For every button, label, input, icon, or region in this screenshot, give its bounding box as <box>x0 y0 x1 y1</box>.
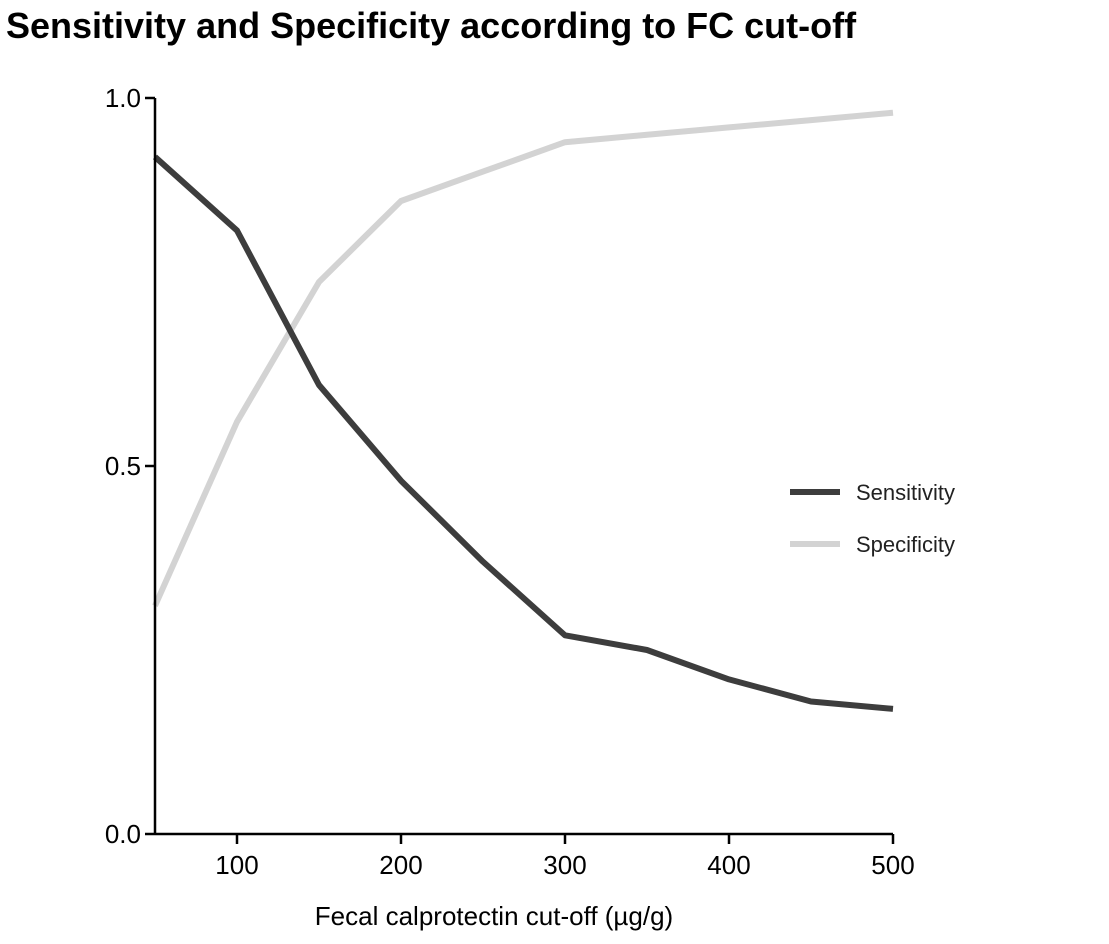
y-tick-label: 1.0 <box>105 83 141 113</box>
chart-title: Sensitivity and Specificity according to… <box>6 5 857 46</box>
x-tick-label: 200 <box>379 850 422 880</box>
series-line-specificity <box>152 109 894 608</box>
x-axis-title: Fecal calprotectin cut-off (µg/g) <box>315 901 673 931</box>
x-tick-label: 400 <box>707 850 750 880</box>
x-tick-label: 100 <box>215 850 258 880</box>
axes <box>153 98 893 836</box>
y-tick-label: 0.5 <box>105 451 141 481</box>
series-line-sensitivity <box>152 154 894 712</box>
legend-label-sensitivity: Sensitivity <box>856 480 955 505</box>
x-tick-label: 300 <box>543 850 586 880</box>
ticks: 0.0 0.5 1.0 100 200 300 400 500 <box>105 83 915 880</box>
x-tick-label: 500 <box>871 850 914 880</box>
y-tick-label: 0.0 <box>105 819 141 849</box>
legend-label-specificity: Specificity <box>856 532 955 557</box>
series-layer <box>152 109 894 712</box>
legend: Sensitivity Specificity <box>790 480 955 557</box>
